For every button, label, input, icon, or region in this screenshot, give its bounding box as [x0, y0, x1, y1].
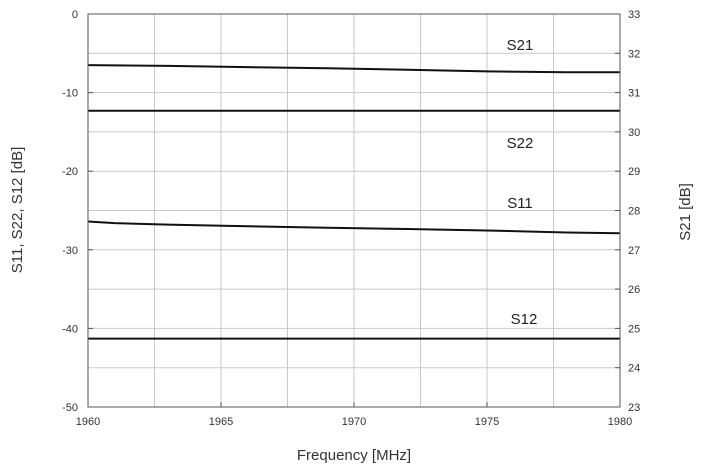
x-axis-label: Frequency [MHz] — [297, 447, 411, 464]
x-tick-label: 1980 — [608, 416, 632, 428]
y-axis-right-label: S21 [dB] — [677, 183, 694, 241]
y-right-tick-label: 28 — [628, 206, 640, 218]
series-line-s21 — [87, 64, 620, 74]
tick-labels: 1960 1965 1970 1975 1980 0 -10 -20 -30 -40 -50 33 32… — [62, 9, 640, 428]
y-right-tick-label: 29 — [628, 166, 640, 178]
y-right-tick-label: 25 — [628, 323, 640, 335]
x-tick-label: 1975 — [475, 416, 499, 428]
series-label-s12: S12 — [511, 311, 538, 328]
y-left-tick-label: -10 — [62, 88, 78, 100]
y-right-tick-label: 33 — [628, 9, 640, 21]
y-right-tick-label: 31 — [628, 88, 640, 100]
series-label-s21: S21 — [507, 37, 534, 54]
y-right-tick-label: 24 — [628, 363, 640, 375]
grid — [88, 14, 620, 407]
y-left-tick-label: -30 — [62, 245, 78, 257]
y-right-tick-label: 27 — [628, 245, 640, 257]
x-tick-label: 1970 — [342, 416, 366, 428]
x-tick-label: 1960 — [76, 416, 100, 428]
series-label-s22: S22 — [507, 135, 534, 152]
y-left-tick-label: 0 — [72, 9, 78, 21]
series-line-s11 — [87, 220, 621, 235]
y-left-tick-label: -50 — [62, 402, 78, 414]
y-left-tick-label: -20 — [62, 166, 78, 178]
y-right-tick-label: 30 — [628, 127, 640, 139]
series-labels: S21 S22 S11 S12 — [507, 37, 538, 328]
series-label-s11: S11 — [507, 195, 533, 212]
y-right-tick-label: 26 — [628, 284, 640, 296]
x-tick-label: 1965 — [209, 416, 233, 428]
series-lines — [87, 64, 621, 340]
y-axis-left-label: S11, S22, S12 [dB] — [9, 147, 26, 273]
y-right-tick-label: 23 — [628, 402, 640, 414]
y-right-tick-label: 32 — [628, 48, 640, 60]
y-left-tick-label: -40 — [62, 323, 78, 335]
